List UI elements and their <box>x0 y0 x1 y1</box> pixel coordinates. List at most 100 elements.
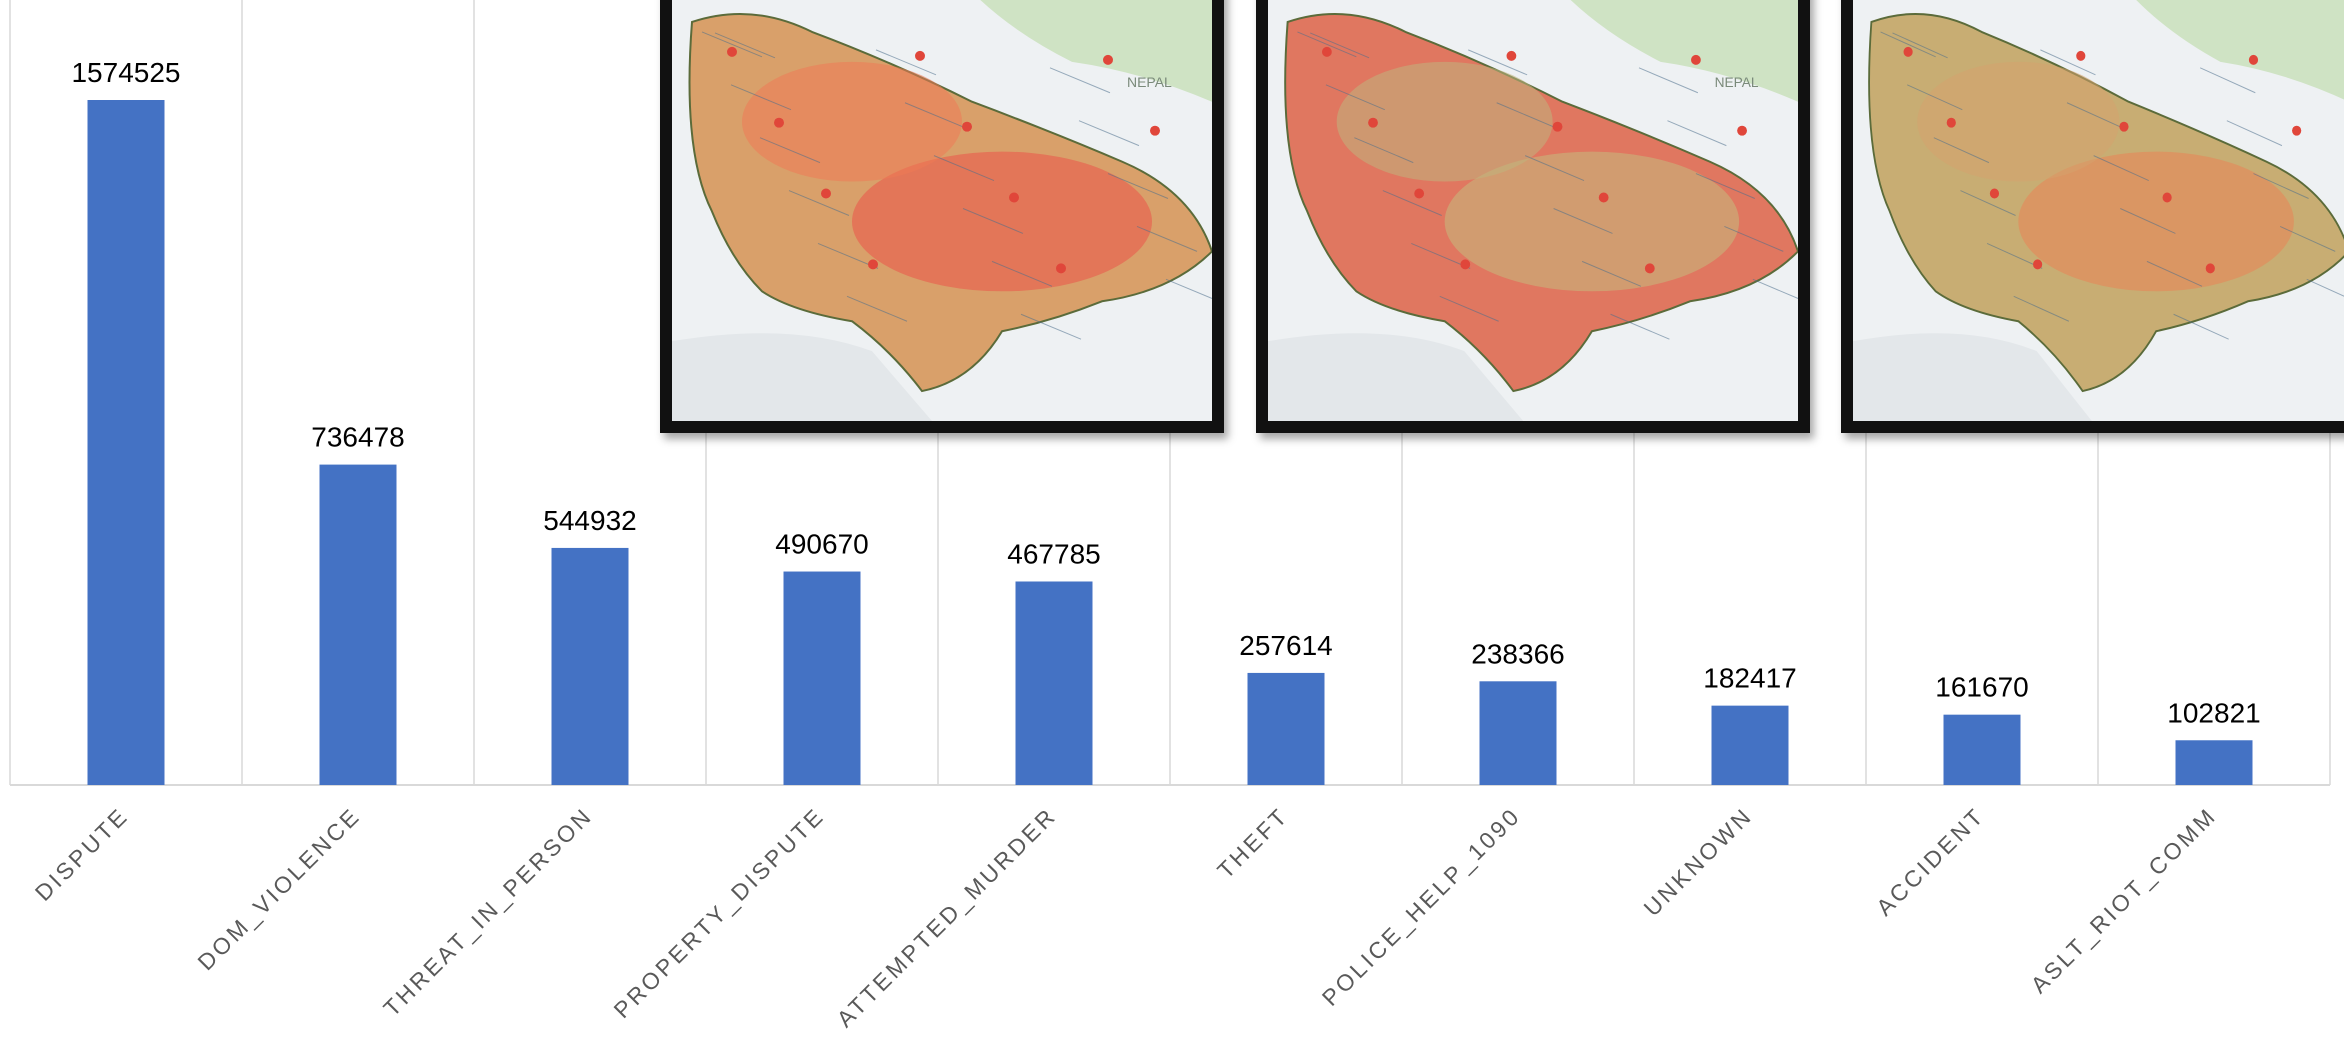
city-marker <box>1150 125 1160 136</box>
city-marker <box>1552 121 1563 132</box>
bar-attempted_murder <box>1015 581 1093 785</box>
road-line <box>1310 32 1370 59</box>
road-line <box>846 295 908 322</box>
road-line <box>759 137 821 164</box>
x-tick-label: UNKNOWN <box>1638 802 1757 921</box>
city-marker <box>1598 192 1609 203</box>
data-label: 238366 <box>1471 638 1564 669</box>
data-label: 544932 <box>543 505 636 536</box>
road-line <box>1960 190 2016 216</box>
data-label: 467785 <box>1007 538 1100 569</box>
road-line <box>1524 155 1585 182</box>
city-marker <box>821 188 831 199</box>
map-graphic: NEPAL <box>672 0 1212 421</box>
road-line <box>1581 260 1642 287</box>
road-line <box>1468 49 1528 76</box>
bar-aslt_riot_comm <box>2175 740 2253 785</box>
city-marker <box>2033 259 2043 270</box>
bar-unknown <box>1711 705 1789 785</box>
road-line <box>788 190 850 216</box>
road-line <box>904 102 966 129</box>
road-line <box>2173 313 2229 340</box>
road-line <box>2093 155 2149 182</box>
road-line <box>2279 225 2336 252</box>
road-line <box>1382 190 1442 216</box>
road-line <box>730 84 792 111</box>
road-line <box>701 31 763 58</box>
road-line <box>1049 67 1111 94</box>
road-line <box>933 155 995 182</box>
road-line <box>2253 173 2309 199</box>
city-marker <box>727 46 737 57</box>
city-marker <box>1989 188 2000 199</box>
road-line <box>1354 137 1414 164</box>
city-marker <box>2076 50 2086 61</box>
road-line <box>2146 260 2203 287</box>
road-line <box>1752 278 1798 299</box>
city-marker <box>1946 117 1956 128</box>
x-tick-label: THREAT_IN_PERSON <box>378 802 597 1021</box>
road-line <box>1496 102 1556 129</box>
map-graphic: NEPAL <box>1268 0 1798 421</box>
road-line <box>1695 173 1756 199</box>
map-inset-2: NEPAL <box>1256 0 1810 433</box>
city-marker <box>1644 263 1655 274</box>
heat-zone <box>852 151 1152 292</box>
map-terrain-north <box>2136 0 2344 100</box>
road-line <box>1078 120 1140 147</box>
road-line <box>1610 313 1670 340</box>
heat-zone <box>1917 61 2120 182</box>
city-marker <box>962 121 972 132</box>
data-label: 736478 <box>311 422 404 453</box>
x-tick-label: ACCIDENT <box>1871 802 1989 920</box>
city-marker <box>1368 117 1378 128</box>
city-marker <box>1103 54 1113 65</box>
x-tick-label: DISPUTE <box>30 802 134 906</box>
road-line <box>817 242 879 269</box>
x-tick-label: ASLT_RIOT_COMM <box>2026 802 2222 998</box>
map-terrain-south <box>672 333 932 421</box>
road-line <box>1439 295 1499 322</box>
map-inset-3 <box>1841 0 2344 433</box>
road-line <box>1411 242 1471 269</box>
road-line <box>2226 120 2283 147</box>
city-marker <box>1691 54 1701 65</box>
data-label: 1574525 <box>71 57 180 88</box>
heat-zone <box>1336 61 1553 182</box>
road-line <box>1297 31 1357 58</box>
road-line <box>1325 84 1385 111</box>
city-marker <box>2162 192 2172 203</box>
city-marker <box>1737 125 1747 136</box>
city-marker <box>868 259 878 270</box>
road-line <box>2200 67 2256 94</box>
map-terrain-north <box>1570 0 1798 102</box>
city-marker <box>2248 54 2259 65</box>
road-line <box>2306 278 2344 297</box>
data-label: 490670 <box>775 529 868 560</box>
data-label: 102821 <box>2167 697 2260 728</box>
road-line <box>1667 120 1727 147</box>
bar-police_help_1090 <box>1479 681 1557 785</box>
road-line <box>875 49 937 76</box>
map-country-label: NEPAL <box>1715 74 1759 90</box>
map-terrain-south <box>1853 333 2092 421</box>
bar-dispute <box>87 100 165 785</box>
data-label: 182417 <box>1703 663 1796 694</box>
x-tick-label: THEFT <box>1212 802 1293 883</box>
road-line <box>2120 208 2176 234</box>
road-line <box>714 32 776 59</box>
heat-zone <box>1444 151 1740 292</box>
road-line <box>2040 49 2096 76</box>
bar-property_dispute <box>783 571 861 785</box>
city-marker <box>915 50 925 61</box>
road-line <box>962 208 1024 234</box>
x-tick-label: PROPERTY_DISPUTE <box>608 802 829 1023</box>
road-line <box>1553 208 1613 234</box>
city-marker <box>1321 46 1332 57</box>
city-marker <box>1056 263 1066 274</box>
city-marker <box>2205 263 2215 274</box>
heat-zone <box>2018 151 2294 292</box>
x-tick-label: POLICE_HELP_1090 <box>1317 802 1526 1011</box>
road-line <box>1907 84 1963 111</box>
